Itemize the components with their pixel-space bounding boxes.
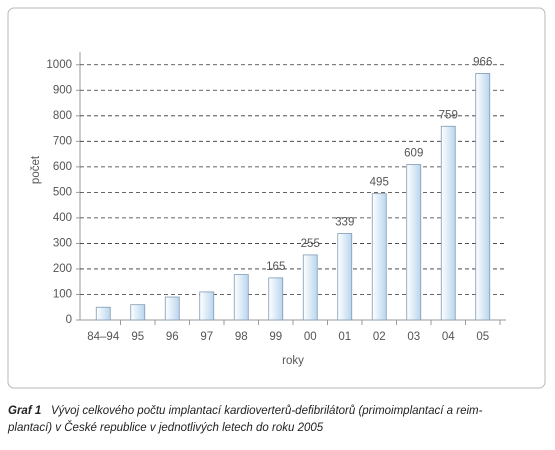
- y-tick-label: 800: [53, 110, 72, 122]
- caption-line: plantací) v České republice v jednotlivý…: [7, 421, 324, 434]
- x-axis-label: roky: [282, 355, 304, 367]
- bar: [199, 291, 215, 321]
- x-tick-label: 84–94: [87, 331, 120, 343]
- x-tick-label: 04: [442, 331, 455, 343]
- value-label: 759: [439, 109, 458, 121]
- bar: [130, 304, 146, 321]
- y-tick-label: 100: [53, 289, 72, 301]
- x-tick-label: 99: [269, 331, 282, 343]
- bar: [371, 193, 387, 321]
- x-tick-label: 00: [304, 331, 317, 343]
- bar: [95, 306, 111, 321]
- x-tick-label: 03: [407, 331, 420, 343]
- y-tick-label: 0: [66, 314, 72, 326]
- x-tick-label: 02: [373, 331, 386, 343]
- y-tick-label: 500: [53, 186, 72, 198]
- bar: [233, 274, 249, 321]
- value-label: 255: [301, 238, 320, 250]
- bar: [302, 254, 318, 321]
- x-tick-label: 97: [200, 331, 213, 343]
- bar: [337, 233, 353, 321]
- bar: [268, 277, 284, 321]
- x-tick-label: 95: [131, 331, 144, 343]
- bar: [440, 125, 456, 321]
- y-tick-label: 1000: [46, 59, 72, 71]
- y-tick-label: 300: [53, 237, 72, 249]
- bar: [475, 73, 491, 321]
- y-tick-label: 400: [53, 212, 72, 224]
- y-tick-label: 700: [53, 135, 72, 147]
- bar: [164, 296, 180, 321]
- value-label: 495: [370, 177, 389, 189]
- x-tick-label: 96: [166, 331, 179, 343]
- bar: [406, 164, 422, 321]
- value-label: 966: [473, 56, 492, 68]
- y-axis-label: počet: [30, 155, 42, 184]
- x-tick-label: 01: [338, 331, 351, 343]
- x-tick-label: 98: [235, 331, 248, 343]
- caption-label: Graf 1: [8, 405, 41, 417]
- y-tick-label: 600: [53, 161, 72, 173]
- y-tick-label: 200: [53, 263, 72, 275]
- x-tick-label: 05: [476, 331, 489, 343]
- value-label: 609: [404, 148, 423, 160]
- value-label: 339: [335, 217, 354, 229]
- y-tick-label: 900: [53, 84, 72, 96]
- value-label: 165: [266, 261, 285, 273]
- caption-line: Vývoj celkového počtu implantací kardiov…: [51, 405, 483, 417]
